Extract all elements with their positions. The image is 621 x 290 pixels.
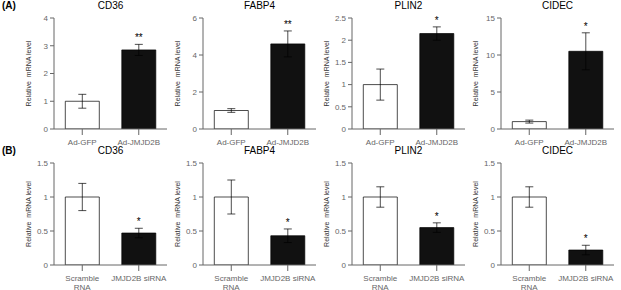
- svg-text:1: 1: [491, 193, 496, 202]
- svg-text:ScrambleRNA: ScrambleRNA: [512, 274, 546, 290]
- svg-text:*: *: [584, 233, 588, 244]
- svg-text:2: 2: [342, 36, 347, 45]
- svg-text:Ad-JMJD2B: Ad-JMJD2B: [564, 138, 607, 145]
- svg-text:Ad-JMJD2B: Ad-JMJD2B: [117, 138, 160, 145]
- svg-text:Ad-GFP: Ad-GFP: [515, 138, 544, 145]
- svg-text:0: 0: [342, 261, 347, 270]
- svg-text:1: 1: [44, 193, 49, 202]
- svg-text:0: 0: [491, 125, 496, 134]
- svg-text:Relative mRNA level: Relative mRNA level: [323, 40, 330, 106]
- html-text:PLIN2: PLIN2: [394, 145, 423, 156]
- svg-text:JMJD2B siRNA: JMJD2B siRNA: [409, 274, 465, 283]
- svg-text:Ad-GFP: Ad-GFP: [366, 138, 395, 145]
- html-text:CD36: CD36: [97, 0, 124, 11]
- svg-text:JMJD2B siRNA: JMJD2B siRNA: [558, 274, 613, 283]
- svg-text:1: 1: [193, 193, 198, 202]
- svg-text:1.5: 1.5: [186, 159, 198, 168]
- svg-text:*: *: [435, 211, 439, 222]
- svg-text:3: 3: [44, 42, 49, 51]
- svg-text:1: 1: [342, 193, 347, 202]
- html-text:FABP4: FABP4: [243, 145, 276, 156]
- svg-text:*: *: [286, 217, 290, 228]
- svg-text:Relative mRNA level: Relative mRNA level: [323, 181, 330, 247]
- html-text:CD36: CD36: [97, 145, 124, 156]
- svg-text:1: 1: [342, 80, 347, 89]
- svg-text:Relative mRNA level: Relative mRNA level: [25, 181, 32, 247]
- svg-text:1.5: 1.5: [484, 159, 496, 168]
- svg-text:ScrambleRNA: ScrambleRNA: [363, 274, 397, 290]
- svg-text:0.5: 0.5: [335, 227, 347, 236]
- svg-text:1.5: 1.5: [335, 159, 347, 168]
- html-text:PLIN2: PLIN2: [394, 0, 423, 11]
- svg-text:ScrambleRNA: ScrambleRNA: [65, 274, 99, 290]
- svg-text:JMJD2B siRNA: JMJD2B siRNA: [111, 274, 167, 283]
- html-text:CIDEC: CIDEC: [541, 145, 574, 156]
- svg-text:Relative mRNA level: Relative mRNA level: [174, 181, 181, 247]
- svg-text:0.5: 0.5: [335, 103, 347, 112]
- svg-text:0: 0: [342, 125, 347, 134]
- svg-text:2: 2: [193, 88, 198, 97]
- svg-text:*: *: [137, 216, 141, 227]
- svg-text:2.5: 2.5: [335, 14, 347, 23]
- svg-text:1: 1: [44, 97, 49, 106]
- svg-text:Relative mRNA level: Relative mRNA level: [472, 181, 479, 247]
- svg-text:Ad-JMJD2B: Ad-JMJD2B: [415, 138, 458, 145]
- svg-text:**: **: [135, 32, 143, 43]
- svg-text:Ad-GFP: Ad-GFP: [217, 138, 246, 145]
- svg-text:Relative mRNA level: Relative mRNA level: [25, 40, 32, 106]
- svg-text:4: 4: [44, 14, 49, 23]
- svg-text:0: 0: [193, 261, 198, 270]
- svg-text:5: 5: [491, 88, 496, 97]
- html-text:(A): (A): [2, 0, 16, 11]
- svg-text:1.5: 1.5: [335, 58, 347, 67]
- svg-text:0.5: 0.5: [37, 227, 49, 236]
- svg-text:*: *: [435, 15, 439, 26]
- svg-text:Relative mRNA level: Relative mRNA level: [174, 40, 181, 106]
- svg-text:Ad-GFP: Ad-GFP: [68, 138, 97, 145]
- svg-text:**: **: [284, 19, 292, 30]
- svg-text:0.5: 0.5: [484, 227, 496, 236]
- svg-text:6: 6: [193, 14, 198, 23]
- svg-text:4: 4: [193, 51, 198, 60]
- svg-text:2: 2: [44, 69, 49, 78]
- html-text:(B): (B): [2, 145, 16, 156]
- svg-text:0: 0: [44, 125, 49, 134]
- svg-text:0: 0: [193, 125, 198, 134]
- svg-text:15: 15: [486, 14, 495, 23]
- svg-text:JMJD2B siRNA: JMJD2B siRNA: [260, 274, 316, 283]
- svg-text:10: 10: [486, 51, 495, 60]
- html-text:CIDEC: CIDEC: [541, 0, 574, 11]
- svg-text:0: 0: [44, 261, 49, 270]
- svg-text:0.5: 0.5: [186, 227, 198, 236]
- svg-text:Relative mRNA level: Relative mRNA level: [472, 40, 479, 106]
- svg-text:Ad-JMJD2B: Ad-JMJD2B: [266, 138, 309, 145]
- svg-text:*: *: [584, 21, 588, 32]
- svg-text:0: 0: [491, 261, 496, 270]
- svg-text:1.5: 1.5: [37, 159, 49, 168]
- html-text:FABP4: FABP4: [243, 0, 276, 11]
- svg-text:ScrambleRNA: ScrambleRNA: [214, 274, 248, 290]
